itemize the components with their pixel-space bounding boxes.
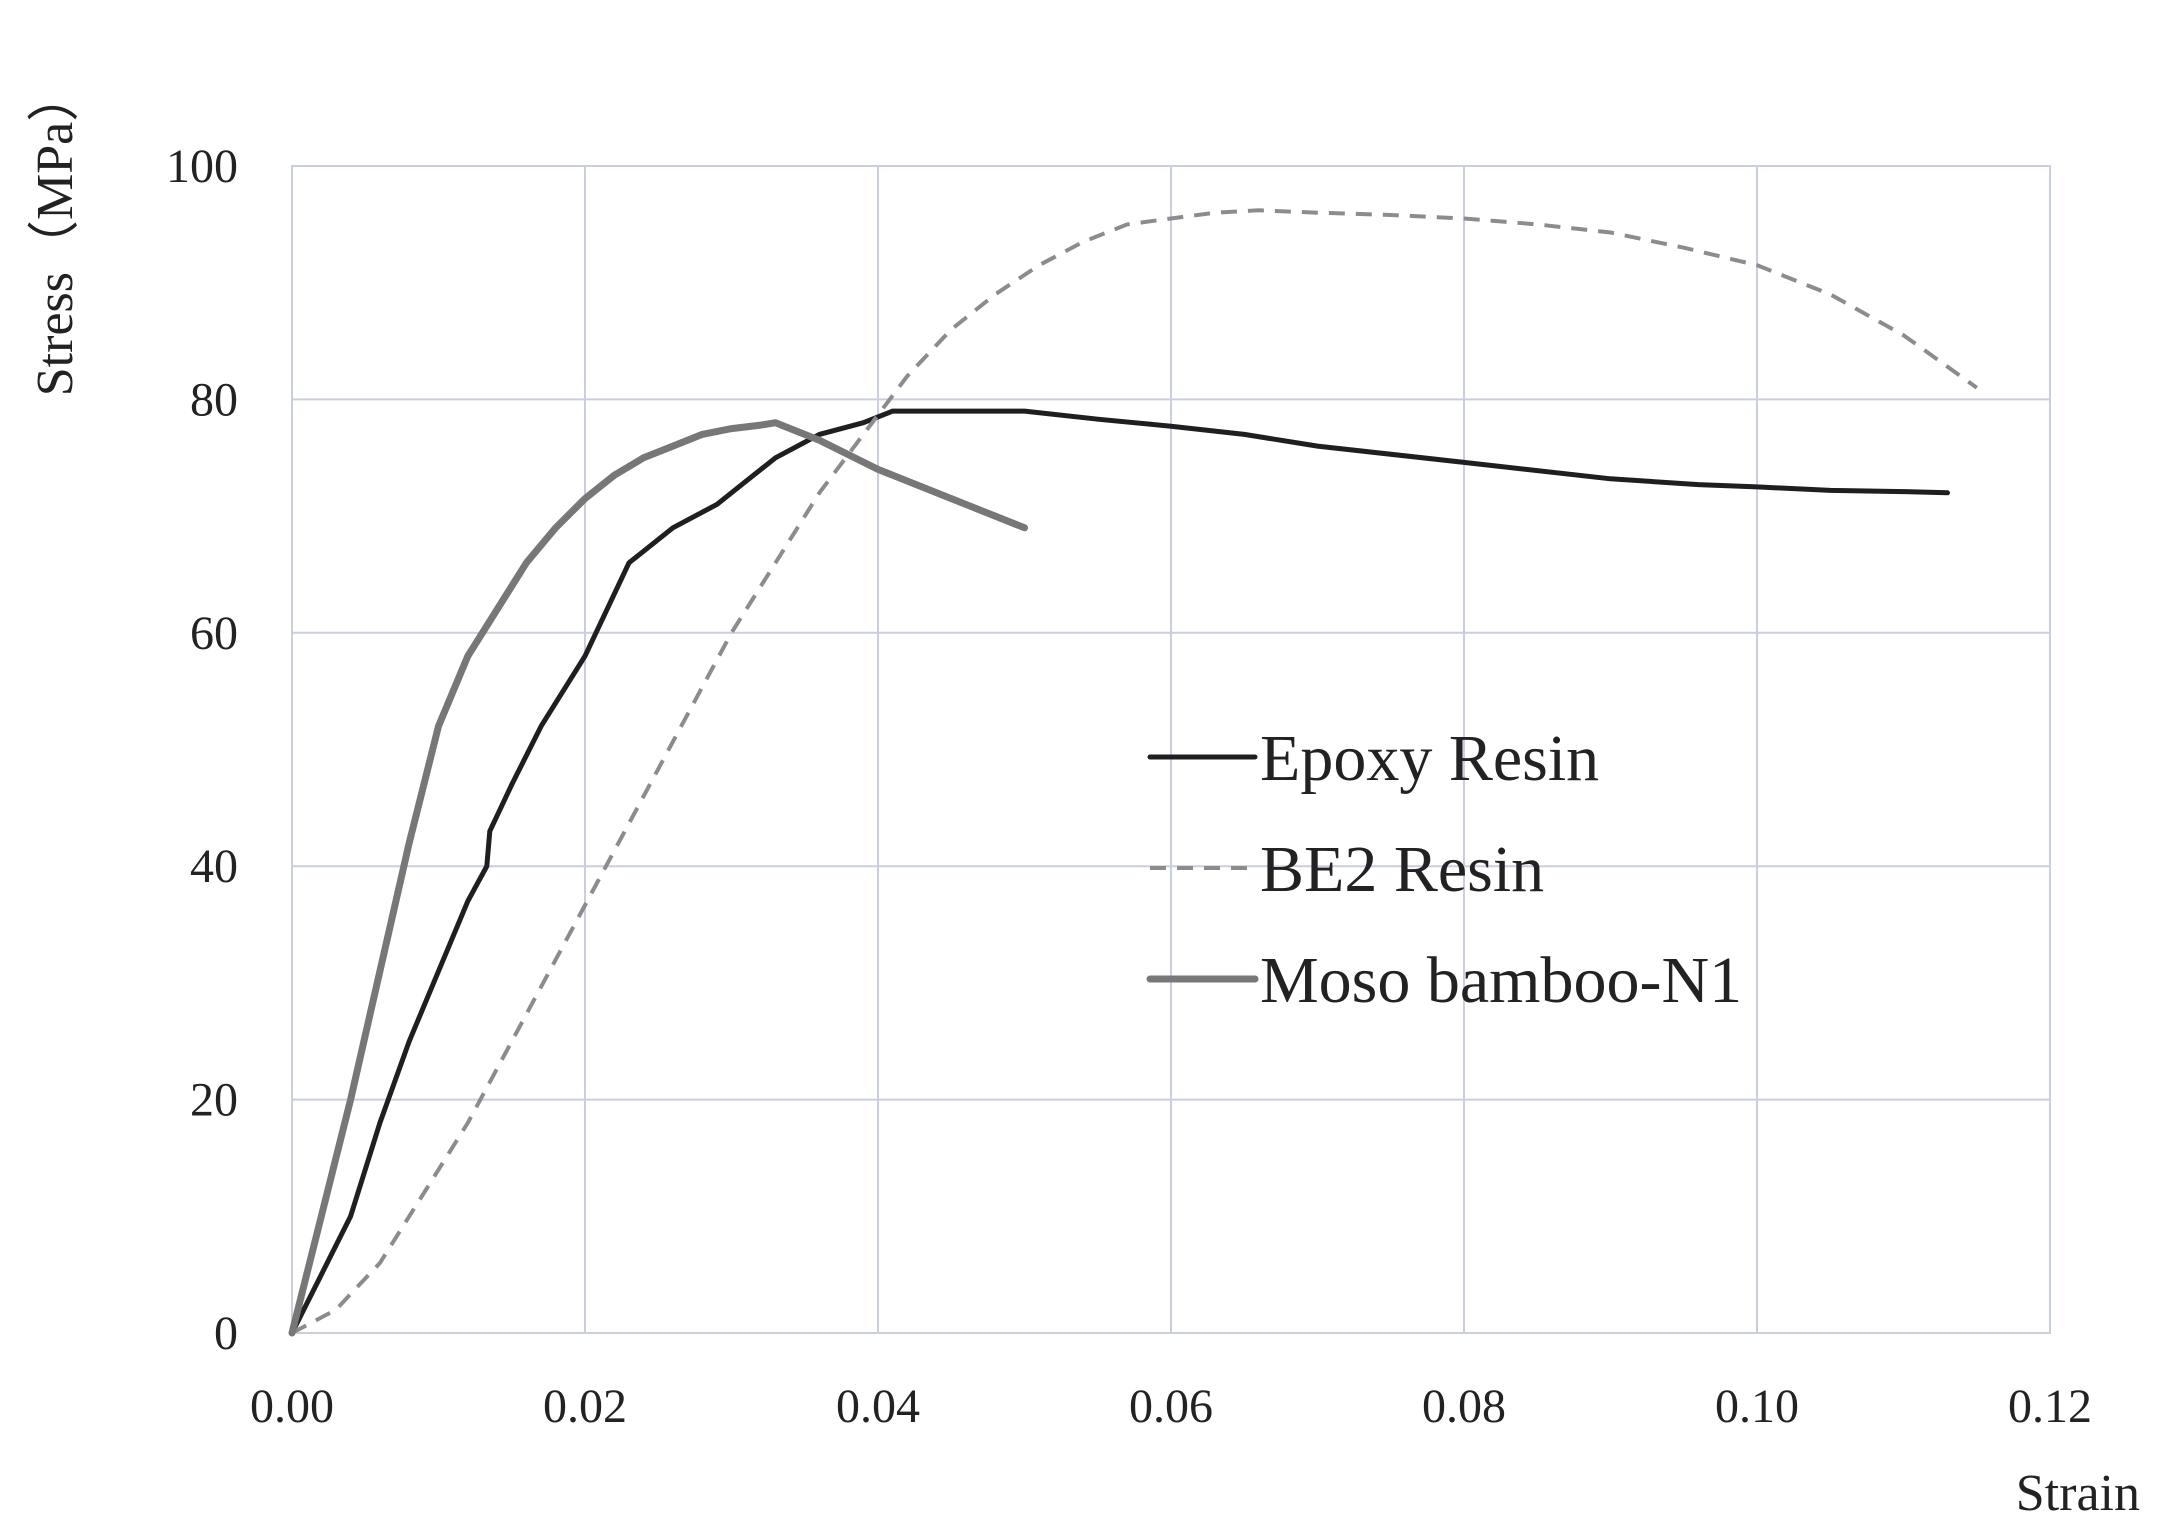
series-line-epoxy-resin	[289, 408, 1950, 1336]
y-tick-label: 40	[190, 840, 238, 893]
x-tick-label: 0.12	[2008, 1380, 2092, 1433]
x-tick-label: 0.08	[1422, 1380, 1506, 1433]
y-tick-label: 100	[166, 140, 238, 193]
x-tick-label: 0.02	[543, 1380, 627, 1433]
x-axis-title: Strain	[2016, 1465, 2140, 1522]
x-tick-label: 0.04	[836, 1380, 920, 1433]
x-tick-label: 0.06	[1129, 1380, 1213, 1433]
x-tick-label: 0.10	[1715, 1380, 1799, 1433]
legend-label-be2-resin: BE2 Resin	[1260, 833, 1544, 906]
x-tick-label: 0.00	[250, 1380, 334, 1433]
legend: Epoxy Resin BE2 Resin Moso bamboo-N1	[1146, 722, 1742, 1017]
series-layer	[288, 208, 1978, 1337]
y-tick-label: 0	[214, 1307, 238, 1360]
y-axis-title: Stress（MPa）	[27, 70, 84, 396]
series-line-moso-bamboo-n1	[288, 419, 1028, 1337]
legend-label-moso-bamboo-n1: Moso bamboo-N1	[1260, 944, 1742, 1017]
legend-label-epoxy-resin: Epoxy Resin	[1260, 722, 1599, 795]
y-tick-label: 20	[190, 1074, 238, 1127]
grid-layer	[291, 165, 2051, 1334]
series-line-be2-resin	[291, 208, 1978, 1335]
y-tick-label: 60	[190, 607, 238, 660]
tick-layer: 0.00 0.02 0.04 0.06 0.08 0.10 0.12 0 20 40 60 80 100	[166, 140, 2092, 1433]
y-tick-label: 80	[190, 373, 238, 426]
